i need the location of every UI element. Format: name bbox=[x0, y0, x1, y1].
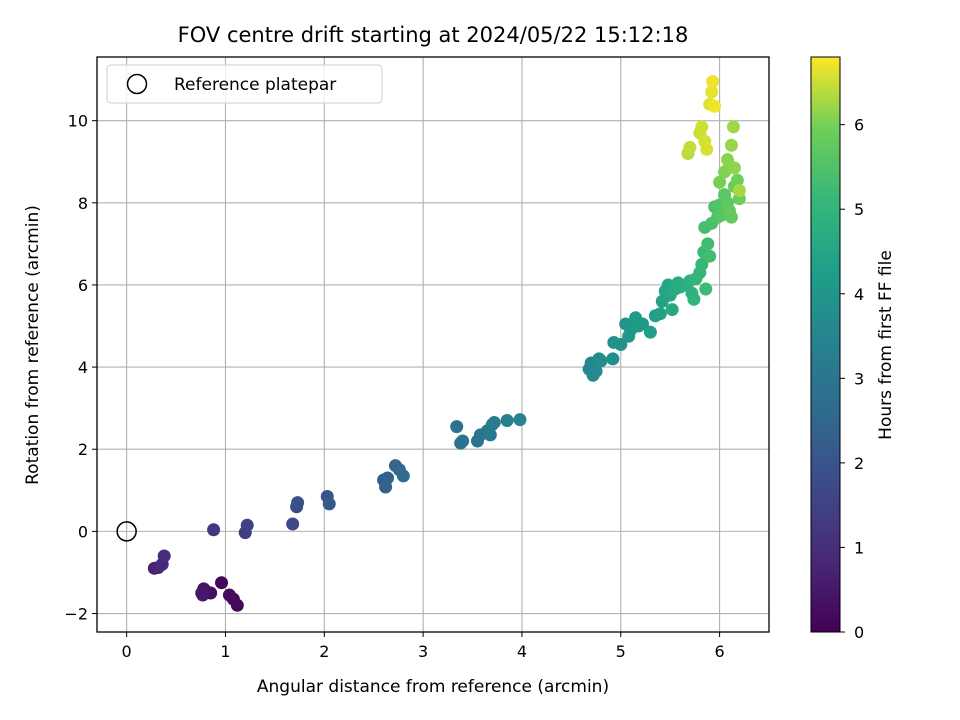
data-point bbox=[614, 338, 628, 351]
x-tick-label: 4 bbox=[517, 642, 527, 661]
data-point bbox=[699, 282, 713, 296]
y-tick-label: 2 bbox=[78, 440, 88, 459]
data-point bbox=[215, 576, 229, 590]
data-point bbox=[606, 352, 620, 366]
data-point bbox=[456, 434, 470, 448]
data-point bbox=[724, 210, 738, 224]
data-point bbox=[196, 588, 210, 602]
grid-lines bbox=[97, 57, 769, 632]
data-point bbox=[636, 317, 650, 331]
data-point bbox=[695, 257, 709, 271]
data-point bbox=[724, 138, 738, 152]
x-tick-label: 2 bbox=[319, 642, 329, 661]
y-tick-label: 8 bbox=[78, 194, 88, 213]
colorbar-label: Hours from first FF file bbox=[876, 250, 896, 440]
colorbar-tick-label: 5 bbox=[854, 200, 864, 219]
colorbar-tick-label: 4 bbox=[854, 285, 864, 304]
legend-reference-marker bbox=[126, 73, 148, 95]
y-tick-label: 4 bbox=[78, 358, 88, 377]
data-point bbox=[705, 85, 719, 99]
y-axis-label: Rotation from reference (arcmin) bbox=[23, 205, 43, 485]
x-tick-label: 1 bbox=[220, 642, 230, 661]
data-point bbox=[727, 161, 741, 175]
colorbar-gradient bbox=[810, 56, 841, 633]
data-point bbox=[322, 497, 336, 511]
data-point bbox=[589, 364, 603, 378]
legend-entry-label: Reference platepar bbox=[174, 75, 336, 95]
x-tick-label: 5 bbox=[616, 642, 626, 661]
legend: Reference platepar bbox=[106, 64, 383, 104]
colorbar-ticks: 0 1 2 3 4 5 6 bbox=[840, 116, 864, 642]
data-point bbox=[487, 416, 501, 430]
y-tick-label: −2 bbox=[64, 605, 88, 624]
data-point bbox=[701, 237, 715, 251]
colorbar-tick-label: 2 bbox=[854, 454, 864, 473]
data-point bbox=[713, 175, 727, 189]
data-point bbox=[695, 120, 709, 134]
y-tick-label: 10 bbox=[68, 112, 88, 131]
data-point bbox=[381, 471, 395, 485]
data-point bbox=[240, 518, 254, 532]
x-axis: 0 1 2 3 4 5 6 bbox=[122, 632, 725, 661]
data-point bbox=[513, 413, 527, 427]
data-points bbox=[147, 75, 746, 612]
x-axis-label: Angular distance from reference (arcmin) bbox=[257, 677, 609, 697]
y-axis: −2 0 2 4 6 8 10 bbox=[64, 112, 97, 624]
data-point bbox=[665, 303, 679, 317]
data-point bbox=[708, 99, 722, 113]
data-point bbox=[653, 307, 667, 321]
x-tick-label: 6 bbox=[714, 642, 724, 661]
data-point bbox=[643, 325, 657, 339]
chart-title: FOV centre drift starting at 2024/05/22 … bbox=[178, 23, 689, 47]
y-tick-label: 0 bbox=[78, 522, 88, 541]
legend-box bbox=[106, 64, 383, 104]
data-point bbox=[157, 549, 171, 563]
data-point bbox=[286, 517, 300, 531]
reference-platepar-marker bbox=[116, 521, 137, 542]
data-point bbox=[730, 173, 744, 187]
colorbar-tick-label: 6 bbox=[854, 116, 864, 135]
colorbar-tick-label: 1 bbox=[854, 538, 864, 557]
data-point bbox=[700, 142, 714, 156]
x-tick-label: 3 bbox=[418, 642, 428, 661]
data-point bbox=[703, 249, 717, 263]
data-point bbox=[726, 120, 740, 134]
data-point bbox=[291, 496, 305, 510]
colorbar-tick-label: 0 bbox=[854, 623, 864, 642]
data-point bbox=[396, 469, 410, 483]
data-point bbox=[732, 183, 746, 197]
data-point bbox=[594, 354, 608, 368]
data-point bbox=[207, 523, 221, 537]
x-tick-label: 0 bbox=[122, 642, 132, 661]
data-point bbox=[706, 75, 720, 89]
plot-frame bbox=[96, 56, 770, 633]
data-point bbox=[483, 428, 497, 442]
data-point bbox=[500, 413, 514, 427]
data-point bbox=[450, 420, 464, 434]
y-tick-label: 6 bbox=[78, 276, 88, 295]
colorbar: 0 1 2 3 4 5 6 Hours from first FF file bbox=[810, 56, 896, 642]
colorbar-tick-label: 3 bbox=[854, 369, 864, 388]
data-point bbox=[222, 588, 236, 602]
data-point bbox=[683, 140, 697, 154]
data-point bbox=[687, 292, 701, 306]
